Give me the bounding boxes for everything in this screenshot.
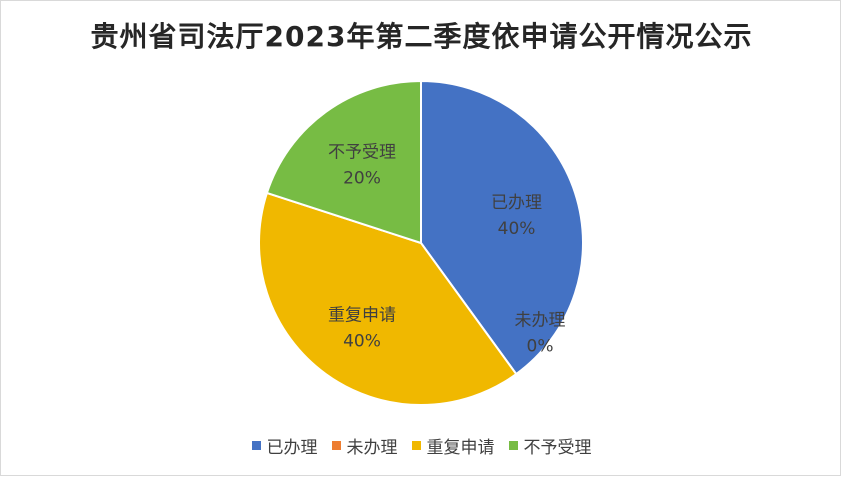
legend-label-0: 已办理: [266, 438, 318, 458]
pie-slice-3: [265, 79, 422, 245]
legend-label-2: 重复申请: [426, 438, 495, 458]
legend-item-1: 未办理: [331, 433, 398, 458]
legend-item-0: 已办理: [251, 433, 318, 458]
slice-label-name-1: 未办理: [515, 310, 566, 330]
legend-swatch-0: [251, 441, 261, 450]
legend-swatch-3: [508, 441, 518, 450]
slice-label-value-2: 40%: [343, 331, 381, 351]
slice-label-name-0: 已办理: [491, 193, 542, 213]
slice-label-name-3: 不予受理: [328, 143, 396, 163]
slice-label-name-2: 重复申请: [328, 305, 396, 325]
legend-label-1: 未办理: [346, 438, 398, 458]
slice-label-value-3: 20%: [343, 169, 381, 189]
chart-title: 贵州省司法厅2023年第二季度依申请公开情况公示: [90, 20, 753, 53]
slice-label-value-1: 0%: [527, 336, 554, 356]
legend-swatch-2: [411, 441, 421, 450]
pie-slice-2: [258, 191, 518, 406]
legend-swatch-1: [331, 441, 341, 450]
legend-item-3: 不予受理: [508, 433, 592, 458]
slice-label-value-0: 40%: [498, 219, 536, 239]
chart-legend: 已办理 未办理 重复申请 不予受理: [1, 433, 841, 458]
legend-item-2: 重复申请: [411, 433, 495, 458]
legend-label-3: 不予受理: [523, 438, 592, 458]
pie-slice-0: [420, 79, 584, 376]
